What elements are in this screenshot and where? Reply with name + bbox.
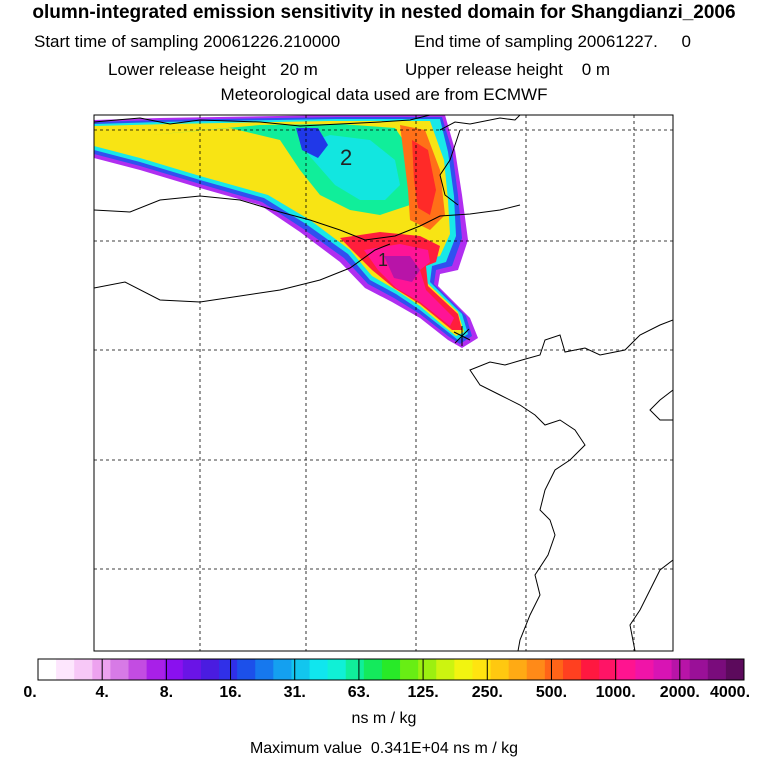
colorbar-tick-label: 125. (407, 684, 439, 701)
colorbar-swatch (490, 659, 510, 680)
plot-title: olumn-integrated emission sensitivity in… (32, 2, 736, 23)
contour-band-purple (384, 256, 420, 282)
colorbar-swatch (472, 659, 492, 680)
end-time-label: End time of sampling 20061227. 0 (414, 32, 691, 51)
colorbar-tick-label: 0. (23, 684, 37, 701)
colorbar-swatch (164, 659, 184, 680)
colorbar (37, 658, 745, 681)
colorbar-swatch (725, 659, 745, 680)
colorbar-swatch (327, 659, 347, 680)
station-star-icon (453, 326, 471, 346)
colorbar-swatch (92, 659, 111, 680)
start-time-label: Start time of sampling 20061226.210000 (34, 32, 341, 51)
colorbar-swatch (635, 659, 654, 680)
contour-band-magenta (364, 244, 454, 326)
colorbar-units: ns m / kg (351, 710, 417, 727)
colorbar-swatch (110, 659, 130, 680)
colorbar-swatch (418, 659, 437, 680)
colorbar-swatch (381, 659, 401, 680)
colorbar-swatch (363, 659, 383, 680)
colorbar-tick-label: 16. (219, 684, 242, 701)
map-frame (93, 114, 674, 652)
colorbar-swatch (508, 659, 528, 680)
coastlines (94, 115, 673, 651)
colorbar-swatch (291, 659, 311, 680)
colorbar-swatch (237, 659, 256, 680)
colorbar-swatch (454, 659, 473, 680)
colorbar-swatch (436, 659, 455, 680)
contour-label-1: 1 (378, 250, 388, 270)
colorbar-swatch (544, 659, 564, 680)
lower-release-height-label: Lower release height 20 m (108, 60, 318, 79)
colorbar-swatch (255, 659, 274, 680)
colorbar-tick-label: 1000. (595, 684, 636, 701)
contour-band-cyan-inner (300, 135, 400, 200)
colorbar-swatch (56, 659, 75, 680)
colorbar-tick-label: 4. (95, 684, 109, 701)
colorbar-swatch (38, 659, 57, 680)
colorbar-tick-label: 2000. (659, 684, 700, 701)
colorbar-tick-label: 63. (347, 684, 371, 701)
colorbar-swatch (200, 659, 220, 680)
grid-lines (94, 115, 673, 651)
colorbar-swatch (128, 659, 148, 680)
colorbar-frame (37, 658, 745, 681)
colorbar-swatch (273, 659, 292, 680)
sensitivity-field (94, 115, 478, 348)
colorbar-swatch (707, 659, 727, 680)
colorbar-swatch (671, 659, 691, 680)
contour-band-blue-inner (296, 128, 328, 158)
colorbar-tick-label: 31. (283, 684, 306, 701)
colorbar-tick-label: 500. (535, 684, 568, 701)
meteorological-data-label: Meteorological data used are from ECMWF (220, 85, 548, 104)
colorbar-tick-label: 8. (159, 684, 174, 701)
colorbar-swatch (74, 659, 93, 680)
colorbar-swatch (526, 659, 546, 680)
colorbar-swatch (146, 659, 166, 680)
colorbar-swatch (345, 659, 365, 680)
contour-label-2: 2 (340, 145, 352, 170)
colorbar-swatch (617, 659, 636, 680)
contour-band-red (412, 140, 436, 215)
colorbar-tick-label: 4000. (709, 684, 751, 701)
colorbar-tick-label: 250. (471, 684, 503, 701)
colorbar-swatch (581, 659, 600, 680)
colorbar-swatch (182, 659, 202, 680)
maximum-value-label: Maximum value 0.341E+04 ns m / kg (249, 740, 519, 757)
colorbar-swatch (689, 659, 709, 680)
colorbar-swatch (309, 659, 329, 680)
upper-release-height-label: Upper release height 0 m (405, 60, 611, 79)
colorbar-swatch (653, 659, 673, 680)
colorbar-swatch (562, 659, 582, 680)
colorbar-swatch (400, 659, 419, 680)
colorbar-swatch (599, 659, 618, 680)
colorbar-swatch (219, 659, 238, 680)
